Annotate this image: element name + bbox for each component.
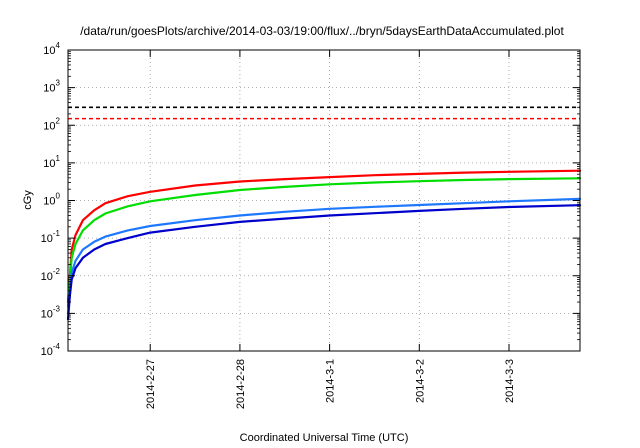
x-tick-labels: 2014-2-27 2014-2-28 2014-3-1 2014-3-2 2014-3… [145, 359, 516, 409]
series-line [66, 204, 582, 321]
grid-lines [68, 50, 580, 351]
y-tick-label: 10-4 [41, 342, 61, 358]
series-lines [66, 169, 582, 321]
y-tick-label: 104 [43, 41, 60, 57]
x-tick-label: 2014-3-3 [504, 359, 516, 403]
threshold-lines [68, 106, 580, 120]
y-tick-label: 10-1 [41, 229, 61, 245]
y-tick-label: 10-2 [41, 267, 61, 283]
series-line [66, 169, 582, 304]
y-tick-label: 103 [43, 79, 60, 95]
y-axis-label: cGy [22, 190, 34, 210]
y-tick-label: 10-3 [41, 304, 61, 320]
x-tick-label: 2014-2-28 [235, 359, 247, 409]
x-tick-label: 2014-3-1 [325, 359, 337, 403]
chart-title: /data/run/goesPlots/archive/2014-03-03/1… [80, 24, 564, 38]
y-tick-label: 100 [43, 192, 60, 208]
y-tick-label: 102 [43, 116, 60, 132]
axis-ticks [68, 49, 580, 352]
x-axis-label: Coordinated Universal Time (UTC) [240, 432, 409, 444]
x-tick-label: 2014-3-2 [414, 359, 426, 403]
series-line [66, 197, 582, 315]
x-tick-label: 2014-2-27 [145, 359, 157, 409]
y-tick-labels: 10-4 10-3 10-2 10-1 100 101 102 103 104 [41, 41, 61, 358]
series-line [66, 177, 582, 308]
y-tick-label: 101 [43, 154, 60, 170]
